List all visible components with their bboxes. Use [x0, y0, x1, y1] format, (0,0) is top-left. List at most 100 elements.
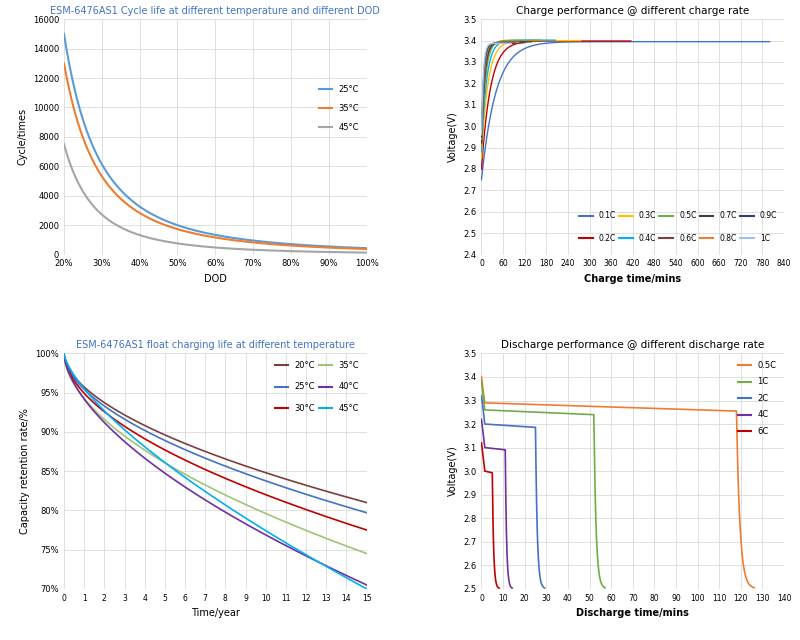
0.9C: [502, 39, 511, 47]
25°C: [158, 436, 167, 444]
45°C: [279, 247, 289, 255]
0.7C: [502, 39, 512, 47]
0.5C: [690, 406, 699, 413]
0.3C: [552, 36, 562, 44]
0.4C: [519, 36, 529, 44]
35°C: [59, 349, 69, 357]
20°C: [362, 499, 371, 506]
40°C: [250, 525, 259, 532]
0.9C: [497, 39, 506, 47]
4C: [480, 443, 490, 451]
2C: [520, 423, 530, 431]
40°C: [179, 483, 189, 490]
0.8C: [477, 135, 486, 143]
4C: [490, 445, 500, 452]
0.9C: [506, 39, 515, 47]
Line: 0.7C: 0.7C: [482, 43, 524, 141]
Title: ESM-6476AS1 Cycle life at different temperature and different DOD: ESM-6476AS1 Cycle life at different temp…: [50, 6, 380, 15]
1C: [575, 410, 585, 418]
0.3C: [540, 36, 550, 44]
Line: 40°C: 40°C: [64, 353, 366, 585]
35°C: [362, 550, 371, 557]
0.2C: [606, 37, 615, 45]
Legend: 0.5C, 1C, 2C, 4C, 6C: 0.5C, 1C, 2C, 4C, 6C: [735, 358, 780, 439]
0.6C: [506, 38, 515, 45]
45°C: [179, 241, 189, 248]
45°C: [59, 140, 69, 148]
0.5C: [750, 584, 759, 591]
35°C: [179, 470, 189, 477]
Line: 0.4C: 0.4C: [482, 40, 555, 152]
0.1C: [695, 38, 705, 45]
0.8C: [509, 38, 518, 46]
2C: [526, 423, 535, 431]
4C: [501, 462, 510, 470]
0.4C: [533, 36, 542, 44]
0.1C: [765, 38, 774, 45]
0.7C: [479, 79, 489, 86]
0.8C: [499, 38, 509, 46]
0.9C: [498, 39, 507, 47]
40°C: [95, 415, 105, 422]
Legend: 20°C, 25°C, 30°C, 35°C, 40°C, 45°C: 20°C, 25°C, 30°C, 35°C, 40°C, 45°C: [272, 358, 362, 416]
Legend: 0.1C, 0.2C, 0.3C, 0.4C, 0.5C, 0.6C, 0.7C, 0.8C, 0.9C, 1C: 0.1C, 0.2C, 0.3C, 0.4C, 0.5C, 0.6C, 0.7C…: [576, 208, 780, 246]
6C: [494, 584, 504, 592]
Line: 2C: 2C: [482, 396, 545, 588]
20°C: [279, 475, 289, 483]
Line: 35°C: 35°C: [64, 63, 366, 249]
30°C: [279, 498, 289, 506]
30°C: [250, 486, 259, 494]
6C: [478, 455, 488, 463]
0.8C: [479, 77, 489, 85]
0.5C: [505, 400, 514, 408]
1C: [495, 40, 505, 47]
25°C: [95, 399, 105, 407]
Line: 0.9C: 0.9C: [482, 43, 514, 137]
25°C: [278, 483, 287, 490]
20°C: [95, 396, 105, 404]
2C: [483, 420, 493, 428]
35°C: [250, 504, 259, 512]
25°C: [278, 239, 287, 247]
1C: [502, 40, 512, 47]
35°C: [278, 241, 287, 249]
0.3C: [482, 83, 492, 90]
25°C: [250, 237, 259, 244]
30°C: [278, 497, 287, 505]
35°C: [362, 245, 371, 253]
2C: [540, 584, 550, 592]
0.8C: [500, 38, 510, 46]
4C: [507, 584, 517, 592]
1C: [477, 378, 486, 385]
45°C: [278, 247, 287, 255]
0.1C: [651, 38, 661, 45]
6C: [477, 439, 486, 447]
0.6C: [514, 38, 524, 45]
6C: [484, 468, 494, 476]
0.2C: [486, 83, 495, 91]
35°C: [95, 412, 105, 420]
X-axis label: Time/year: Time/year: [191, 608, 240, 618]
4C: [498, 445, 507, 453]
25°C: [279, 483, 289, 491]
2C: [505, 422, 514, 429]
0.9C: [478, 76, 488, 84]
25°C: [158, 216, 167, 223]
1C: [494, 40, 504, 47]
1C: [526, 408, 536, 416]
0.5C: [528, 36, 538, 44]
20°C: [179, 439, 189, 447]
25°C: [179, 445, 189, 453]
20°C: [158, 430, 167, 438]
X-axis label: Charge time/mins: Charge time/mins: [584, 274, 682, 284]
Line: 1C: 1C: [482, 381, 605, 588]
1C: [562, 410, 571, 417]
45°C: [250, 246, 259, 253]
Y-axis label: Voltage(V): Voltage(V): [448, 111, 458, 163]
0.9C: [510, 39, 519, 47]
35°C: [158, 458, 167, 465]
30°C: [362, 526, 371, 534]
25°C: [95, 157, 105, 165]
45°C: [279, 538, 289, 545]
0.1C: [725, 38, 734, 45]
